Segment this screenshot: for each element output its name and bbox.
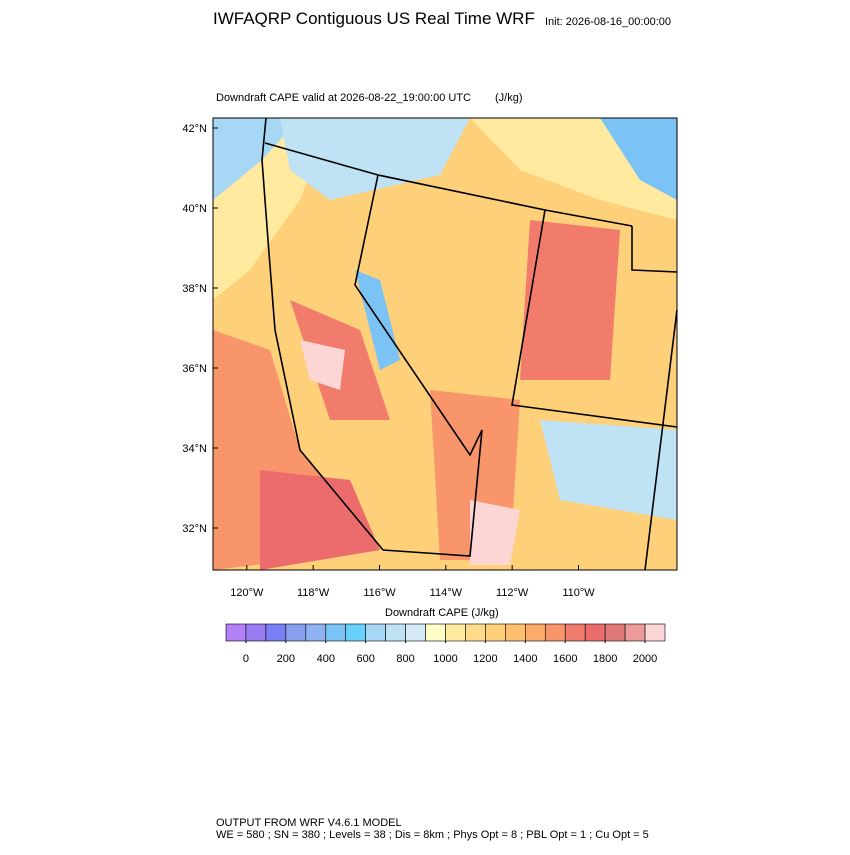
colorbar-box <box>505 623 526 642</box>
colorbar-tick-label: 1400 <box>513 653 537 665</box>
colorbar-tick-label: 1800 <box>593 653 617 665</box>
colorbar-tick-label: 600 <box>357 653 375 665</box>
colorbar-box <box>345 623 366 642</box>
x-tick-label: 116°W <box>363 587 396 599</box>
colorbar-box <box>385 623 406 642</box>
colorbar-box <box>305 623 327 642</box>
colorbar-box <box>325 623 347 642</box>
colorbar-box <box>525 623 546 642</box>
colorbar-box <box>544 623 566 642</box>
colorbar-box <box>245 623 267 642</box>
map-field <box>213 118 677 570</box>
colorbar-box <box>365 623 386 642</box>
colorbar-box <box>265 623 287 642</box>
x-tick-label: 110°W <box>562 587 595 599</box>
y-tick-label: 34°N <box>182 443 207 455</box>
y-tick-label: 38°N <box>182 283 207 295</box>
colorbar-box <box>285 623 307 642</box>
colorbar-box <box>644 623 666 642</box>
units: (J/kg) <box>495 92 523 104</box>
x-tick-label: 114°W <box>430 587 463 599</box>
colorbar-box <box>225 623 247 642</box>
colorbar-box <box>465 623 486 642</box>
colorbar-box <box>564 623 586 642</box>
colorbar-box <box>485 623 506 642</box>
colorbar-tick-label: 0 <box>243 653 249 665</box>
colorbar-box <box>584 623 606 642</box>
colorbar-title: Downdraft CAPE (J/kg) <box>385 607 499 619</box>
x-tick-label: 112°W <box>496 587 529 599</box>
y-tick-label: 40°N <box>182 203 207 215</box>
state-borders <box>261 117 678 571</box>
colorbar-tick-label: 1600 <box>553 653 577 665</box>
colorbar-tick-label: 2000 <box>633 653 657 665</box>
colorbar-tick-label: 200 <box>277 653 295 665</box>
colorbar-tick-label: 400 <box>317 653 335 665</box>
map-frame <box>212 117 678 571</box>
colorbar-box <box>445 623 466 642</box>
colorbar-box <box>405 623 426 642</box>
x-tick-label: 118°W <box>297 587 330 599</box>
title: IWFAQRP Contiguous US Real Time WRF <box>213 9 535 28</box>
footer-line: WE = 580 ; SN = 380 ; Levels = 38 ; Dis … <box>216 829 649 841</box>
colorbar-tick-label: 1000 <box>433 653 457 665</box>
y-tick-label: 42°N <box>182 123 207 135</box>
y-tick-label: 36°N <box>182 363 207 375</box>
footer-line: OUTPUT FROM WRF V4.6.1 MODEL <box>216 817 402 829</box>
colorbar-box <box>624 623 646 642</box>
subtitle: Downdraft CAPE valid at 2026-08-22_19:00… <box>216 92 471 104</box>
colorbar-box <box>604 623 626 642</box>
x-tick-label: 120°W <box>230 587 264 599</box>
colorbar-box <box>425 623 446 642</box>
colorbar-tick-label: 800 <box>396 653 414 665</box>
init-time: Init: 2026-08-16_00:00:00 <box>545 16 671 28</box>
y-tick-label: 32°N <box>182 523 207 535</box>
colorbar-tick-label: 1200 <box>473 653 497 665</box>
